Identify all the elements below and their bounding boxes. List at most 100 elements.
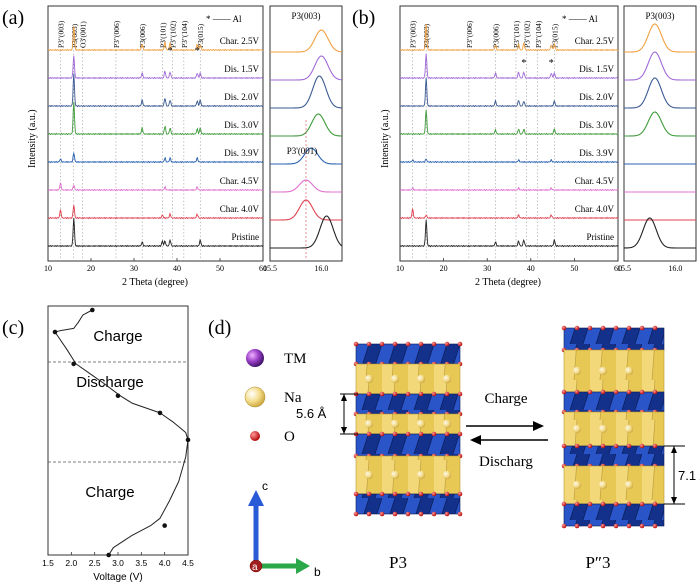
p3-spacing-label: 5.6 Å <box>296 406 327 421</box>
x-axis-label: 2 Theta (degree) <box>475 277 541 288</box>
y-axis-label: Intensity (a.u.) <box>380 109 391 168</box>
o-atom <box>574 523 580 529</box>
trace-label-char-2-5v: Char. 2.5V <box>220 36 260 46</box>
x-tick-label: 10 <box>44 264 52 273</box>
x-tick-label: 30 <box>130 264 138 273</box>
o-atom <box>587 389 593 395</box>
x-tick-label: 40 <box>527 264 535 273</box>
tm-octahedra-layer <box>355 343 461 365</box>
o-atom <box>561 325 567 331</box>
o-atom <box>561 501 567 507</box>
crystal-axes <box>248 490 310 574</box>
o-atom <box>444 431 450 437</box>
p-double-prime-3-spacing-label: 7.1 Å <box>678 468 700 483</box>
na-atom <box>364 470 374 480</box>
na-prismatic-layer <box>355 455 461 495</box>
xrd-inset-plot: P3(003) 15.5 16.0 <box>617 5 697 273</box>
o-atom <box>379 491 385 497</box>
na-atom <box>598 424 608 434</box>
panel-label-b: (b) <box>352 7 375 29</box>
x-ticks: 10 20 30 40 50 60 <box>44 258 267 273</box>
o-atom <box>392 491 398 497</box>
o-atom <box>418 391 424 397</box>
o-atom <box>366 491 372 497</box>
c-axis-label: c <box>262 479 268 493</box>
na-atom <box>442 419 452 429</box>
xrd-panel-b: (b) Intensity (a.u.) * —— Al P3"(003) P3(… <box>352 5 697 288</box>
x-tick-label: 20 <box>87 264 95 273</box>
o-atom <box>353 341 359 347</box>
p3-structure <box>353 341 463 517</box>
o-atom <box>613 325 619 331</box>
inset-trace-dis-2-0v <box>270 75 343 109</box>
legend-al: * —— Al <box>206 14 242 24</box>
o-atom <box>431 341 437 347</box>
reference-lines <box>60 50 201 259</box>
tm-octahedra-layer <box>355 493 461 515</box>
panel-label-a: (a) <box>2 7 24 29</box>
o-atom <box>600 523 606 529</box>
na-atom <box>572 424 582 434</box>
na-atom <box>390 419 400 429</box>
x-axis-label: Voltage (V) <box>93 572 142 583</box>
o-atom <box>405 431 411 437</box>
xrd-panel-a: (a) Intensity (a.u.) * —— Al P3"(003) P3(… <box>2 5 343 288</box>
o-atom <box>418 511 424 517</box>
inset-trace-dis-1-5v <box>270 55 343 81</box>
o-atom <box>652 523 658 529</box>
legend-al: * —— Al <box>562 14 598 24</box>
inset-x-tick-label: 15.5 <box>263 264 277 273</box>
trace-dis-3-9v <box>399 158 619 164</box>
inset-traces <box>270 29 343 249</box>
trace-label-char-4-0v: Char. 4.0V <box>220 204 260 214</box>
o-atom <box>574 389 580 395</box>
trace-dis-2-0v <box>399 77 619 108</box>
o-atom <box>561 443 567 449</box>
voltage-marker <box>185 437 191 443</box>
al-markers: * * <box>168 46 200 57</box>
x-tick-label: 4.5 <box>182 558 194 568</box>
legend-tm-label: TM <box>284 351 307 367</box>
o-atom <box>639 389 645 395</box>
voltage-marker <box>157 410 163 416</box>
traces <box>399 24 619 248</box>
trace-label-char-4-5v: Char. 4.5V <box>220 176 260 186</box>
peak-label-p3-006: P3"(006) <box>112 20 121 48</box>
o-atom <box>652 325 658 331</box>
x-tick-label: 10 <box>396 264 404 273</box>
o-atom <box>600 443 606 449</box>
o-atom <box>639 443 645 449</box>
tm-octahedra-layer <box>563 327 665 351</box>
x-tick-label: 1.5 <box>42 558 54 568</box>
panel-label-d: (d) <box>208 317 231 339</box>
o-atom <box>444 391 450 397</box>
peak-labels: P3"(003) P3(003) P3"(006) P3(006) P3"(101) P3… <box>409 20 560 48</box>
reference-lines <box>412 50 555 259</box>
inset-trace-dis-3-0v <box>624 111 696 137</box>
voltage-marker <box>106 552 111 558</box>
tm-octahedra-layer <box>563 445 665 467</box>
na-atom-icon <box>244 386 266 408</box>
inset-x-ticks: 15.5 16.0 <box>617 264 682 273</box>
o-atom <box>457 431 463 437</box>
o-atom <box>626 443 632 449</box>
al-marker: * <box>195 46 200 57</box>
o-atom <box>392 391 398 397</box>
inset-annotation-p3-003: P3(003) <box>646 11 675 21</box>
trace-pristine <box>399 219 619 248</box>
o-atom <box>444 341 450 347</box>
voltage-profile-panel-c: (c) Charge Discharge Charge 1.5 2.0 2.5 3.0… <box>2 305 194 583</box>
inset-annotation-p3prime-001: P3'(001) <box>287 146 318 156</box>
voltage-marker <box>71 361 76 367</box>
transition-arrows <box>466 421 548 445</box>
x-tick-label: 3.0 <box>112 558 124 568</box>
voltage-marker <box>52 329 58 335</box>
p-double-prime-3-spacing-indicator <box>664 445 685 505</box>
a-axis-dot <box>249 559 263 573</box>
trace-label-dis-3-9v: Dis. 3.9V <box>579 148 614 158</box>
region-label-charge-top: Charge <box>93 328 142 345</box>
na-atom <box>416 374 426 384</box>
o-atom <box>444 511 450 517</box>
o-atom <box>366 391 372 397</box>
al-marker: * <box>521 58 526 69</box>
